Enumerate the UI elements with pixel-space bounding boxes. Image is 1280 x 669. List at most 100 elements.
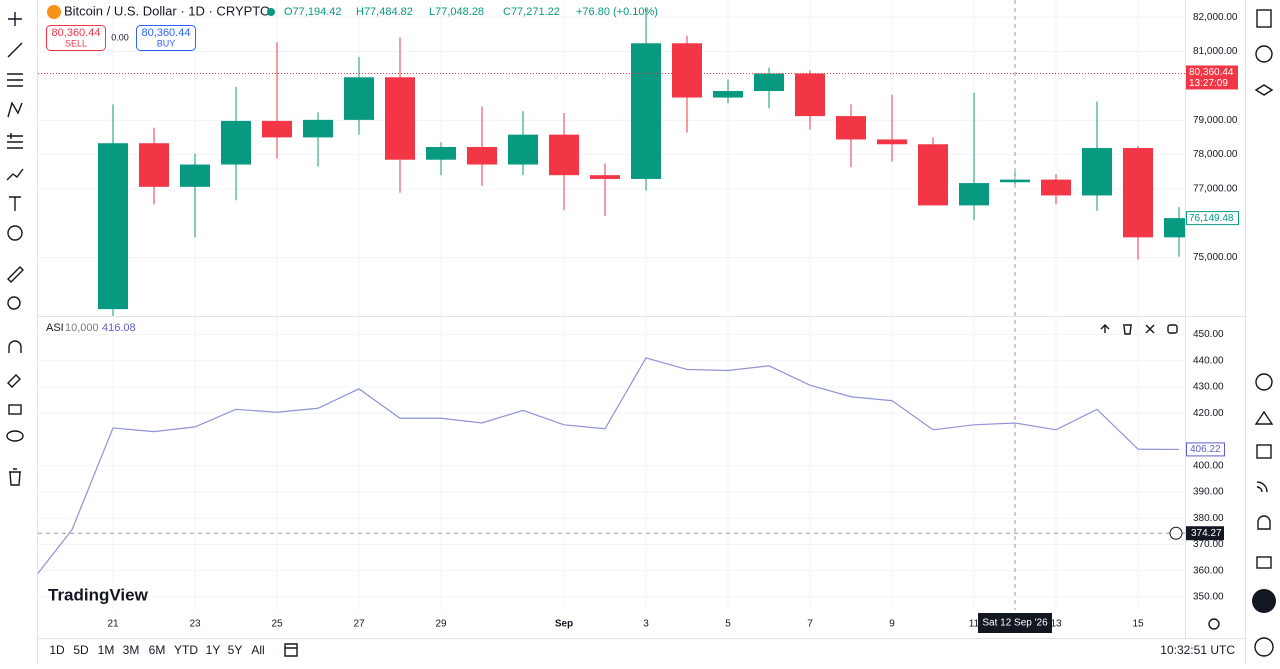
pane-controls[interactable] xyxy=(1100,324,1178,335)
x-tick-label: 5 xyxy=(725,619,731,630)
projection-tool[interactable] xyxy=(7,133,23,149)
asi-last-tag xyxy=(1186,442,1225,457)
candle-body xyxy=(713,91,743,98)
buy-label: BUY xyxy=(157,38,176,48)
notifications-icon[interactable] xyxy=(1257,515,1271,530)
ideas-icon[interactable] xyxy=(1254,410,1274,425)
price-tick-label: 78,000.00 xyxy=(1193,149,1238,160)
watchlist-icon[interactable] xyxy=(1256,9,1272,28)
target-icon[interactable] xyxy=(1255,373,1273,391)
asi-tick-label: 400.00 xyxy=(1193,460,1224,471)
price-tick-label: 77,000.00 xyxy=(1193,184,1238,195)
asi-last-label: 406.22 xyxy=(1190,444,1221,455)
asi-tick-label: 430.00 xyxy=(1193,382,1224,393)
maximize-button[interactable] xyxy=(1167,324,1178,334)
sell-button[interactable] xyxy=(46,25,106,51)
candle-body xyxy=(98,143,128,310)
ohlc-low: L77,048.28 xyxy=(429,6,484,18)
fib-tool[interactable] xyxy=(7,73,23,87)
asi-tick-label: 440.00 xyxy=(1193,355,1224,366)
x-tick-label: 9 xyxy=(889,619,895,630)
candle-body xyxy=(1123,148,1153,238)
date-range-icon[interactable] xyxy=(284,643,298,657)
range-button[interactable]: 3M xyxy=(123,643,140,657)
range-button[interactable]: 5Y xyxy=(228,643,243,657)
range-button[interactable]: 1D xyxy=(49,643,65,657)
candle-body xyxy=(672,43,702,98)
range-button[interactable]: 5D xyxy=(73,643,89,657)
buy-price: 80,360.44 xyxy=(142,27,191,39)
lock-drawing-tool[interactable] xyxy=(7,374,21,388)
add-alert-button xyxy=(1169,526,1183,540)
candles xyxy=(98,8,1185,316)
chat-icon[interactable] xyxy=(1256,556,1272,569)
emoji-tool[interactable] xyxy=(7,225,23,241)
candle-body xyxy=(959,183,989,206)
spread: 0.00 xyxy=(111,32,129,42)
ruler-tool[interactable] xyxy=(7,266,24,283)
ohlc-high: H77,484.82 xyxy=(356,6,413,18)
x-tick-label: 29 xyxy=(435,619,447,630)
asi-tick-label: 370.00 xyxy=(1193,539,1224,550)
drawing-toolbar[interactable] xyxy=(6,12,24,486)
settings-icon[interactable] xyxy=(1208,618,1220,630)
candle-body xyxy=(303,119,333,138)
candle-body xyxy=(508,134,538,165)
brush-tool[interactable] xyxy=(6,168,24,181)
range-button[interactable]: 6M xyxy=(149,643,166,657)
delete-tool[interactable] xyxy=(9,468,21,486)
crosshair-price-label: 374.27 xyxy=(1191,528,1222,539)
move-up-button[interactable] xyxy=(1100,324,1110,333)
symbol-title[interactable]: Bitcoin / U.S. Dollar · 1D · CRYPTO xyxy=(64,3,270,18)
last-price-tag xyxy=(1186,211,1239,226)
pattern-tool[interactable] xyxy=(7,101,23,118)
buy-button[interactable] xyxy=(136,25,196,51)
candle-body xyxy=(180,164,210,187)
crosshair-price-tag xyxy=(1186,526,1224,541)
right-sidebar[interactable] xyxy=(1252,9,1276,657)
apps-icon[interactable] xyxy=(1252,589,1276,613)
price-tick-label: 75,000.00 xyxy=(1193,252,1238,263)
hide-tool[interactable] xyxy=(6,430,24,442)
layers-icon[interactable] xyxy=(1254,84,1274,96)
indicator-param: 10,000 xyxy=(65,322,99,334)
ohlc-open: O77,194.42 xyxy=(284,6,342,18)
calendar-icon[interactable] xyxy=(1256,444,1272,459)
x-tick-label: 13 xyxy=(1050,619,1062,630)
collapse-button[interactable] xyxy=(1145,324,1155,334)
text-tool[interactable] xyxy=(9,196,21,211)
crosshair-date-label: Sat 12 Sep '26 xyxy=(982,618,1048,629)
candle-body xyxy=(918,144,948,206)
candle-body xyxy=(877,139,907,145)
help-icon[interactable] xyxy=(1254,637,1274,657)
range-button[interactable]: YTD xyxy=(174,643,198,657)
indicator-value: 416.08 xyxy=(102,322,136,334)
symbol-logo xyxy=(47,5,61,19)
asi-tick-label: 350.00 xyxy=(1193,592,1224,603)
delete-pane-button[interactable] xyxy=(1123,324,1132,335)
indicator-name[interactable]: ASI xyxy=(46,322,64,334)
candle-body xyxy=(754,73,784,92)
crosshair-tool[interactable] xyxy=(8,12,22,26)
x-tick-label: 23 xyxy=(189,619,201,630)
alerts-icon[interactable] xyxy=(1255,45,1273,63)
range-button[interactable]: 1M xyxy=(98,643,115,657)
zoom-tool[interactable] xyxy=(7,296,21,310)
candle-body xyxy=(221,120,251,165)
range-button[interactable]: 1Y xyxy=(206,643,221,657)
x-tick-label: 15 xyxy=(1132,619,1144,630)
magnet-tool[interactable] xyxy=(8,340,22,353)
lock-tool[interactable] xyxy=(8,404,22,415)
candle-body xyxy=(1000,179,1030,183)
ohlc-close: C77,271.22 xyxy=(503,6,560,18)
trend-line-tool[interactable] xyxy=(7,42,23,58)
price-tick-label: 82,000.00 xyxy=(1193,12,1238,23)
x-tick-label: Sep xyxy=(555,619,573,630)
stream-icon[interactable] xyxy=(1256,481,1268,493)
asi-tick-label: 450.00 xyxy=(1193,329,1224,340)
range-button[interactable]: All xyxy=(251,643,264,657)
candle-body xyxy=(467,147,497,165)
asi-tick-label: 360.00 xyxy=(1193,565,1224,576)
candle-body xyxy=(795,73,825,117)
